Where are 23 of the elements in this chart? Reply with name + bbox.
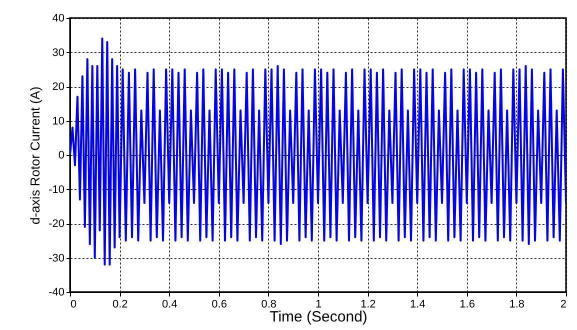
x-tick-label: 1.4 (410, 298, 426, 310)
y-tick-label: -20 (48, 218, 64, 230)
x-tick-label: 1.8 (509, 298, 525, 310)
x-tick-label: 1 (315, 298, 322, 310)
x-tick-label: 1.6 (460, 298, 475, 310)
y-tick-label: 30 (52, 46, 64, 59)
y-tick-label: -10 (48, 184, 64, 196)
x-tick-label: 2 (560, 298, 566, 310)
x-tick-label: 0 (70, 298, 77, 310)
x-tick-label: 1.2 (360, 298, 376, 310)
y-tick-label: 40 (52, 12, 64, 24)
y-tick-label: 10 (52, 115, 64, 128)
x-tick-label: 0.8 (261, 298, 277, 310)
y-tick-label: 20 (52, 81, 64, 93)
y-axis-title: d-axis Rotor Current (A) (28, 86, 43, 224)
y-tick-label: -40 (48, 286, 64, 298)
x-axis-title: Time (Second) (270, 308, 368, 326)
x-tick-label: 0.2 (112, 298, 128, 310)
x-tick-label: 0.6 (212, 298, 227, 310)
y-tick-label: 0 (58, 150, 64, 162)
y-tick-label: -30 (48, 252, 64, 264)
x-tick-label: 0.4 (162, 298, 178, 310)
line-series (70, 38, 566, 266)
